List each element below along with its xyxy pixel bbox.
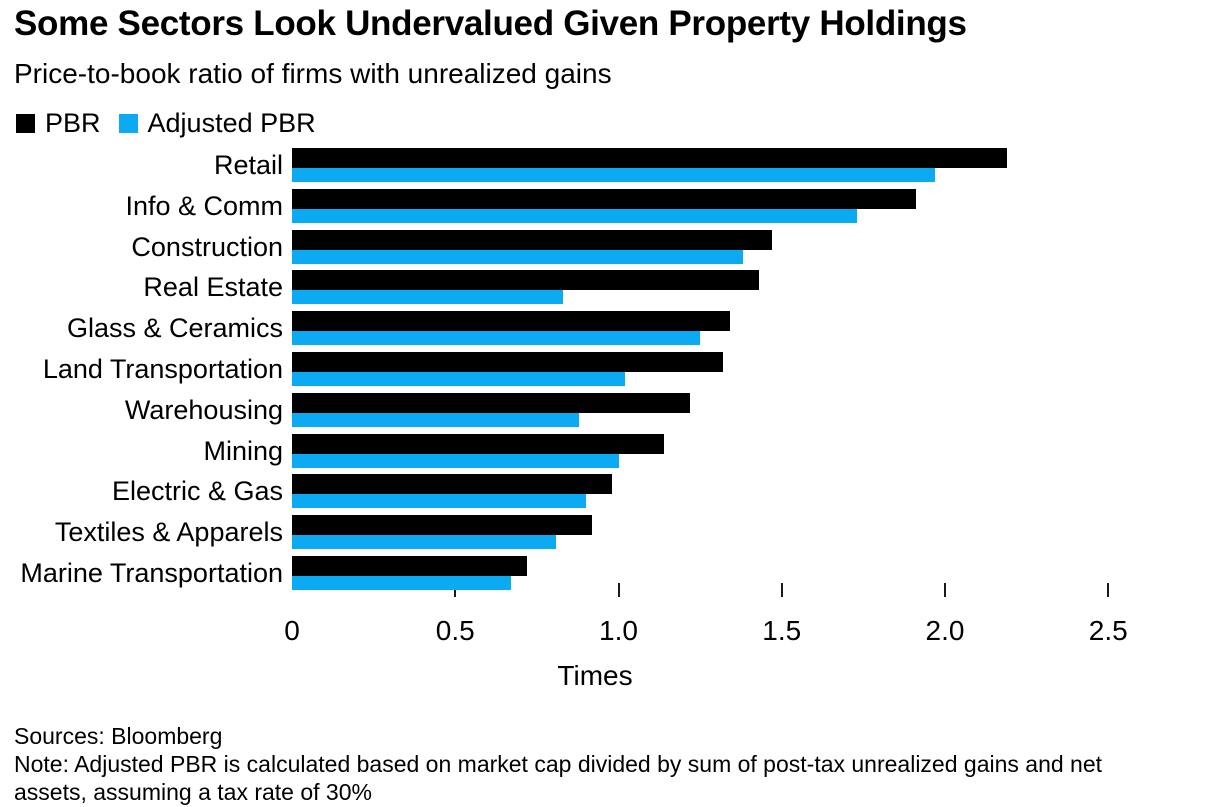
bar-pbr	[292, 311, 730, 332]
bar-pbr	[292, 392, 691, 413]
note-text: Note: Adjusted PBR is calculated based o…	[14, 751, 1103, 805]
footer: Sources: Bloomberg Note: Adjusted PBR is…	[14, 722, 1164, 806]
legend-item-pbr: PBR	[16, 108, 101, 139]
bar-adjusted-pbr	[292, 576, 511, 590]
x-axis-title: Times	[557, 660, 633, 691]
bar-pbr	[292, 433, 665, 454]
bar-pbr	[292, 515, 593, 536]
x-axis-tick	[944, 583, 946, 597]
x-axis-tick-label: 2.0	[925, 615, 965, 646]
legend-label-pbr: PBR	[45, 108, 101, 138]
x-axis-tick-label: 0	[284, 615, 300, 646]
x-axis-tick	[1107, 583, 1110, 597]
legend-label-adjusted-pbr: Adjusted PBR	[147, 108, 316, 138]
bar-adjusted-pbr	[292, 535, 557, 550]
category-label: Retail	[213, 150, 283, 180]
bar-pbr	[292, 188, 916, 209]
bar-adjusted-pbr	[292, 249, 743, 264]
category-label: Textiles & Apparels	[54, 517, 283, 548]
bar-adjusted-pbr	[292, 412, 580, 427]
sources-text: Sources: Bloomberg	[14, 723, 223, 749]
bar-pbr	[292, 148, 1008, 168]
legend-item-adjusted-pbr: Adjusted PBR	[118, 108, 316, 139]
category-label: Real Estate	[143, 272, 283, 303]
category-label: Warehousing	[124, 394, 283, 425]
bar-adjusted-pbr	[292, 168, 936, 182]
pbr-swatch-icon	[16, 114, 35, 133]
bar-adjusted-pbr	[292, 494, 586, 509]
x-axis-tick-label: 1.0	[599, 615, 638, 646]
category-label: Land Transportation	[42, 354, 283, 384]
legend: PBR Adjusted PBR	[16, 108, 316, 139]
x-axis-tick	[454, 583, 457, 597]
category-label: Marine Transportation	[20, 558, 283, 588]
category-label: Construction	[131, 231, 283, 262]
category-label: Info & Comm	[125, 190, 283, 221]
x-axis-tick	[780, 583, 783, 597]
x-axis-tick-label: 0.5	[435, 615, 475, 646]
bar-adjusted-pbr	[292, 290, 563, 305]
category-label: Electric & Gas	[111, 476, 283, 507]
chart-title: Some Sectors Look Undervalued Given Prop…	[14, 4, 967, 43]
chart-subtitle: Price-to-book ratio of firms with unreal…	[14, 58, 612, 89]
x-axis-tick	[617, 583, 620, 597]
bar-adjusted-pbr	[292, 453, 619, 468]
bar-pbr	[292, 229, 772, 250]
bar-adjusted-pbr	[292, 208, 857, 223]
x-axis-tick-label: 2.5	[1088, 615, 1128, 646]
category-label: Mining	[203, 435, 283, 466]
adjusted-pbr-swatch-icon	[118, 114, 138, 133]
bar-pbr	[292, 474, 612, 495]
category-label: Glass & Ceramics	[66, 313, 283, 344]
x-axis-tick-label: 1.5	[762, 615, 802, 646]
bar-adjusted-pbr	[292, 331, 701, 346]
bar-pbr	[292, 352, 723, 372]
bar-pbr	[292, 270, 759, 291]
bar-adjusted-pbr	[292, 372, 626, 386]
bar-pbr	[292, 556, 528, 576]
